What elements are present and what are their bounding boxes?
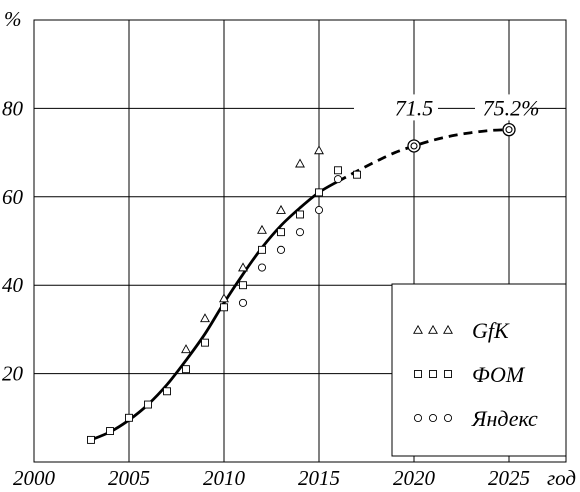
point-triangle-2010 <box>219 293 229 303</box>
legend-marker-circle-2 <box>443 413 453 423</box>
point-square-2016 <box>334 166 342 175</box>
y-tick-label-80: 80 <box>2 96 24 120</box>
point-circle-2012 <box>257 263 267 272</box>
point-triangle-2013 <box>276 204 286 214</box>
point-square-2008 <box>182 365 190 374</box>
plot-frame <box>33 19 567 463</box>
y-tick-label-40: 40 <box>2 273 24 297</box>
annotations: 71.5 75.2% <box>354 94 540 153</box>
legend-marker-square-2 <box>444 370 452 378</box>
legend-marker-circle-0 <box>413 413 423 423</box>
annotation-label-2020: 71.5 <box>395 95 434 120</box>
y-tick-label-60: 60 <box>2 185 24 209</box>
forecast-point-inner-2020 <box>410 142 418 150</box>
legend: GfK ФОМ Яндекс <box>391 283 567 457</box>
legend-marker-triangle-0 <box>413 324 423 334</box>
annotation-background <box>354 94 530 121</box>
legend-marker-square-0 <box>414 370 422 378</box>
legend-marker-triangle-2 <box>443 324 453 334</box>
point-triangle-2009 <box>200 313 210 323</box>
forecast-point-inner-2025 <box>505 126 513 134</box>
point-square-2006 <box>144 400 152 409</box>
y-axis-label: % <box>4 7 22 31</box>
point-square-2012 <box>258 245 266 254</box>
point-square-2010 <box>220 303 228 312</box>
legend-marker-triangle-1 <box>428 324 438 334</box>
legend-label-1: ФОМ <box>472 362 526 387</box>
point-circle-2015 <box>314 206 324 215</box>
point-square-2003 <box>87 435 95 444</box>
legend-marker-circle-1 <box>428 413 438 423</box>
point-circle-2016 <box>333 175 343 184</box>
annotation-label-2025: 75.2% <box>483 95 540 120</box>
trend-line-forecast <box>337 128 510 183</box>
tick-labels: 2000 2005 2010 2015 2020 2025 20 40 60 80 <box>2 96 530 490</box>
point-triangle-2011 <box>238 262 248 272</box>
legend-box <box>391 283 567 457</box>
point-square-2013 <box>277 228 285 237</box>
legend-label-2: Яндекс <box>471 406 538 431</box>
point-circle-2011 <box>238 298 248 307</box>
point-square-2004 <box>106 427 114 436</box>
x-tick-label-2010: 2010 <box>203 466 246 490</box>
point-square-2017 <box>353 170 361 179</box>
point-triangle-2008 <box>181 344 191 354</box>
point-triangle-2012 <box>257 224 267 234</box>
x-tick-label-2025: 2025 <box>488 466 530 490</box>
trend-line-solid <box>90 180 339 442</box>
y-tick-label-20: 20 <box>2 362 24 386</box>
x-tick-label-2020: 2020 <box>393 466 436 490</box>
point-triangle-2014 <box>295 158 305 168</box>
legend-marker-square-1 <box>429 370 437 378</box>
x-axis-label: год <box>547 466 576 490</box>
point-circle-2013 <box>276 245 286 254</box>
point-square-2007 <box>163 387 171 396</box>
point-square-2011 <box>239 281 247 290</box>
data-markers <box>87 145 361 444</box>
point-square-2009 <box>201 338 209 347</box>
point-triangle-2015 <box>314 145 324 155</box>
x-tick-label-2000: 2000 <box>13 466 56 490</box>
point-square-2005 <box>125 413 133 422</box>
point-square-2014 <box>296 210 304 219</box>
point-circle-2014 <box>295 228 305 237</box>
legend-label-0: GfK <box>472 318 510 343</box>
x-tick-label-2005: 2005 <box>108 466 150 490</box>
x-tick-label-2015: 2015 <box>298 466 340 490</box>
point-square-2015 <box>315 188 323 197</box>
